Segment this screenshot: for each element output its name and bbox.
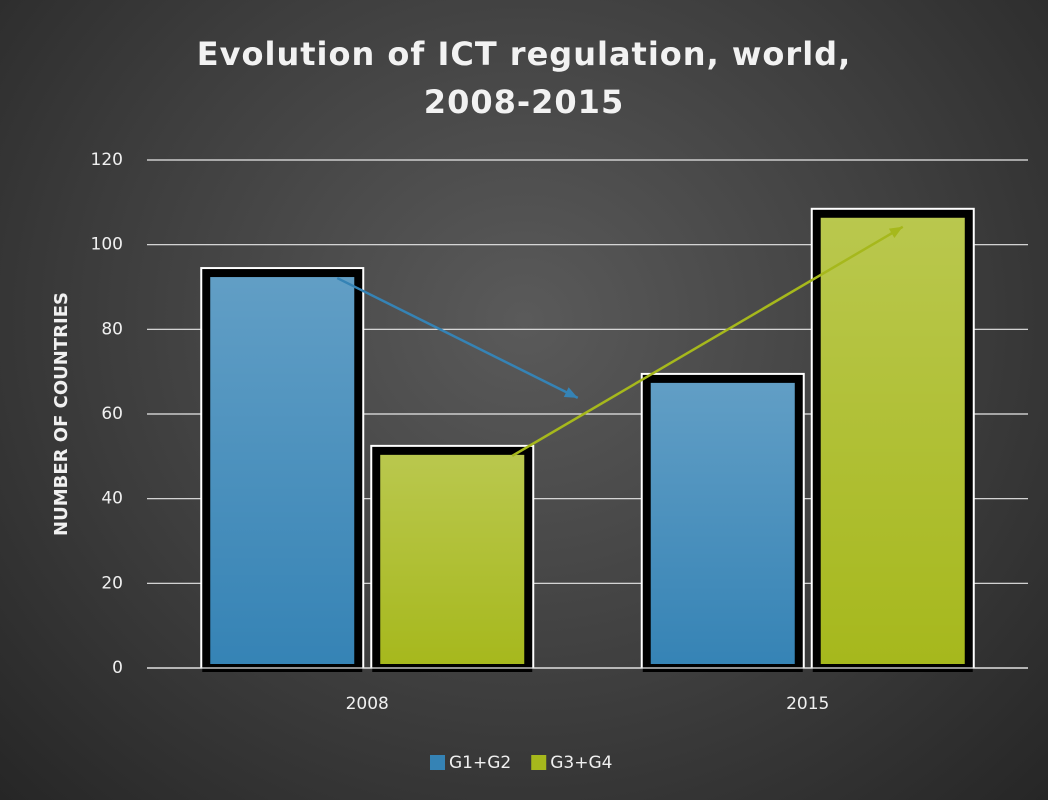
legend-label: G3+G4 [550, 753, 612, 773]
y-tick-label: 100 [91, 235, 123, 255]
chart-title: Evolution of ICT regulation, world, 2008… [196, 35, 852, 121]
bar-shine [380, 454, 525, 668]
y-tick-label: 0 [112, 658, 123, 678]
y-tick-label: 20 [101, 573, 123, 593]
y-tick-label: 120 [91, 150, 123, 170]
y-tick-label: 80 [101, 319, 123, 339]
y-axis-label: NUMBER OF COUNTRIES [51, 292, 72, 536]
arrow-head [888, 226, 903, 239]
bar-shine [820, 217, 965, 669]
bar-shine [650, 382, 795, 668]
legend-swatch [531, 755, 547, 770]
y-tick-label: 40 [101, 489, 123, 509]
trend-arrow [511, 225, 904, 457]
x-tick-label: 2008 [346, 694, 389, 714]
legend-swatch [430, 755, 445, 770]
x-tick-label: 2015 [786, 694, 829, 714]
trend-arrow [336, 276, 579, 400]
arrow-head [563, 387, 578, 398]
legend-label: G1+G2 [449, 753, 511, 773]
bar-shine [210, 277, 355, 668]
y-tick-label: 60 [101, 404, 123, 424]
